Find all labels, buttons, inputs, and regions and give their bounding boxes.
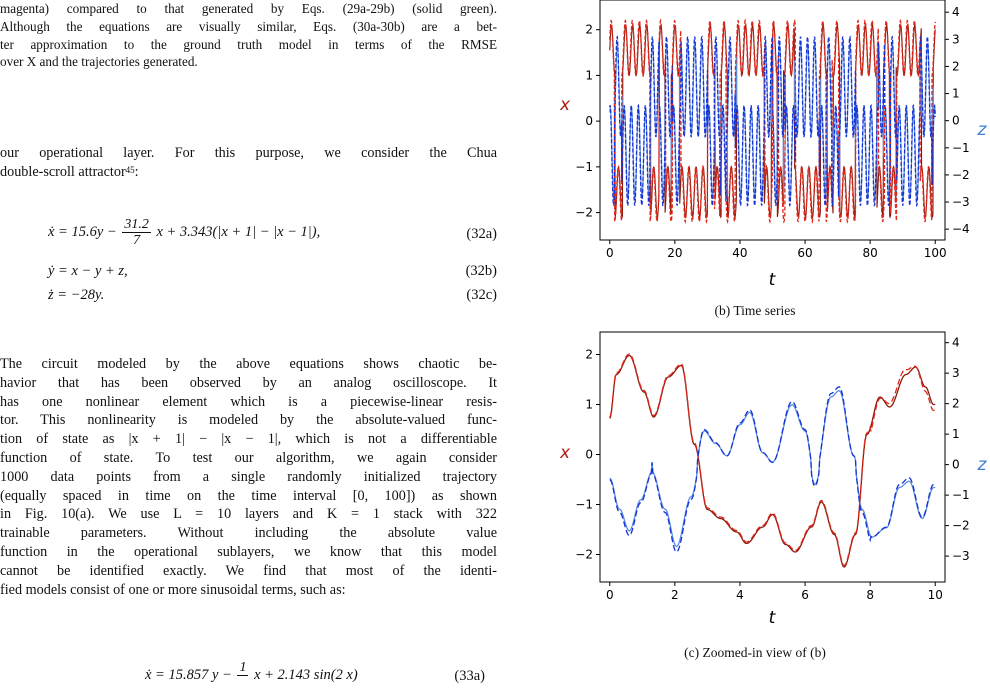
y-right-tick-label: −4 — [952, 222, 970, 236]
equation-32c: ż = −28y. — [48, 287, 105, 303]
subfigure-caption-c: (c) Zoomed-in view of (b) — [684, 645, 826, 660]
citation: 45 — [125, 164, 135, 175]
y-right-tick-label: −1 — [952, 488, 970, 502]
figure-caption-continued: magenta) compared to that generated by E… — [0, 0, 497, 71]
body-line: fied models consist of one or more sinus… — [0, 581, 346, 598]
y-left-tick-label: 0 — [585, 114, 593, 128]
y-right-tick-label: 1 — [952, 427, 960, 441]
equation-32a: ẋ = 15.6y − 31.2 7 x + 3.343(|x + 1| − |x… — [48, 217, 321, 248]
y-right-tick-label: −2 — [952, 519, 970, 533]
y-left-tick-label: 2 — [585, 348, 593, 362]
plot-frame — [599, 0, 946, 241]
equation-number: (32c) — [466, 287, 497, 303]
left-column: magenta) compared to that generated by E… — [0, 0, 497, 684]
y-axis-right-label: z — [977, 120, 988, 140]
body-line: has one nonlinear element which is a pie… — [0, 393, 497, 410]
y-left-tick-label: −1 — [575, 498, 593, 512]
series-lines — [609, 18, 936, 224]
y-right-tick-label: −3 — [952, 195, 970, 209]
y-right-tick-label: 4 — [952, 336, 960, 350]
intro-line: double-scroll attractor45: — [0, 163, 139, 180]
y-left-tick-label: 2 — [585, 23, 593, 37]
body-line: tor. This nonlinearity is modeled by the… — [0, 412, 497, 429]
y-left-tick-label: 1 — [585, 398, 593, 412]
body-line: cannot be identified exactly. We find th… — [0, 562, 497, 579]
caption-line: Although the equations are visually simi… — [0, 18, 497, 34]
body-line: function in the operational sublayers, w… — [0, 543, 497, 560]
equation-32b: ẏ = x − y + z, — [48, 263, 128, 279]
body-line: in Fig. 10(a). We use L = 10 layers and … — [0, 506, 497, 523]
z-identified-line — [609, 386, 936, 553]
x-tick-label: 100 — [924, 246, 947, 260]
y-right-tick-label: 4 — [952, 5, 960, 19]
y-right-tick-label: 3 — [952, 32, 960, 46]
y-left-tick-label: 0 — [585, 448, 593, 462]
time-series-plot: 0 20 40 60 80 100 2 1 0 −1 −2 4 3 2 1 0 −1 −2 −3 −4 t x z — [559, 0, 988, 290]
intro-line: our operational layer. For this purpose,… — [0, 145, 497, 161]
equation-number: (32b) — [465, 263, 497, 279]
x-identified-line — [609, 18, 936, 224]
x-tick-label: 10 — [928, 588, 943, 602]
z-ground-truth-line — [609, 390, 936, 548]
x-tick-label: 0 — [606, 246, 614, 260]
y-right-tick-label: 1 — [952, 87, 960, 101]
y-right-tick-label: 0 — [952, 114, 960, 128]
body-line: The circuit modeled by the above equatio… — [0, 356, 497, 372]
x-axis-ticks: 0 2 4 6 8 10 — [606, 582, 943, 602]
x-tick-label: 4 — [736, 588, 744, 602]
plot-frame — [599, 331, 946, 583]
body-paragraph: The circuit modeled by the above equatio… — [0, 355, 497, 599]
caption-line: over X and the trajectories generated. — [0, 54, 198, 70]
y-left-tick-label: −1 — [575, 160, 593, 174]
y-right-tick-label: 0 — [952, 458, 960, 472]
y-axis-left-ticks: 2 1 0 −1 −2 — [575, 348, 600, 562]
x-tick-label: 60 — [797, 246, 812, 260]
equation-33a: ẋ = 15.857 y − 1 x + 2.143 sin(2 x) — [145, 660, 358, 691]
x-tick-label: 6 — [801, 588, 809, 602]
y-axis-left-label: x — [559, 95, 571, 115]
series-lines — [609, 353, 936, 568]
x-ground-truth-line — [609, 354, 936, 568]
body-line: 1000 data points from a single randomly … — [0, 468, 497, 485]
x-tick-label: 8 — [866, 588, 874, 602]
fraction: 31.2 7 — [122, 217, 151, 248]
x-identified-line — [609, 353, 936, 567]
z-identified-line — [609, 35, 936, 207]
y-axis-right-label: z — [977, 455, 988, 475]
x-axis-ticks: 0 20 40 60 80 100 — [606, 240, 947, 260]
y-right-tick-label: −2 — [952, 168, 970, 182]
x-tick-label: 2 — [671, 588, 679, 602]
x-tick-label: 40 — [732, 246, 747, 260]
caption-line: magenta) compared to that generated by E… — [0, 1, 497, 16]
equation-number: (33a) — [454, 668, 485, 684]
y-left-tick-label: 1 — [585, 68, 593, 82]
body-line: (equally spaced in time on the time inte… — [0, 487, 497, 504]
x-axis-label: t — [769, 608, 777, 628]
y-right-tick-label: 2 — [952, 397, 960, 411]
y-left-tick-label: −2 — [575, 206, 593, 220]
x-axis-label: t — [769, 270, 777, 290]
x-tick-label: 20 — [667, 246, 682, 260]
y-axis-right-ticks: 4 3 2 1 0 −1 −2 −3 −4 — [945, 5, 970, 236]
x-tick-label: 0 — [606, 588, 614, 602]
y-axis-right-ticks: 4 3 2 1 0 −1 −2 −3 — [945, 336, 970, 563]
equation-number: (32a) — [466, 226, 497, 242]
x-tick-label: 80 — [863, 246, 878, 260]
y-right-tick-label: −3 — [952, 549, 970, 563]
body-line: trainable parameters. Without including … — [0, 525, 497, 542]
y-axis-left-ticks: 2 1 0 −1 −2 — [575, 23, 600, 220]
body-line: havior that has been observed by an anal… — [0, 374, 497, 391]
y-axis-left-label: x — [559, 443, 571, 463]
body-line: tion of state as |x + 1| − |x − 1|, whic… — [0, 431, 497, 448]
caption-line: ter approximation to the ground truth mo… — [0, 36, 497, 52]
y-right-tick-label: 3 — [952, 366, 960, 380]
y-right-tick-label: −1 — [952, 141, 970, 155]
intro-paragraph: our operational layer. For this purpose,… — [0, 144, 497, 182]
subfigure-caption-b: (b) Time series — [714, 303, 796, 318]
body-line: function of state. To test our algorithm… — [0, 449, 497, 466]
fraction: 1 — [237, 660, 249, 676]
y-left-tick-label: −2 — [575, 548, 593, 562]
y-right-tick-label: 2 — [952, 59, 960, 73]
